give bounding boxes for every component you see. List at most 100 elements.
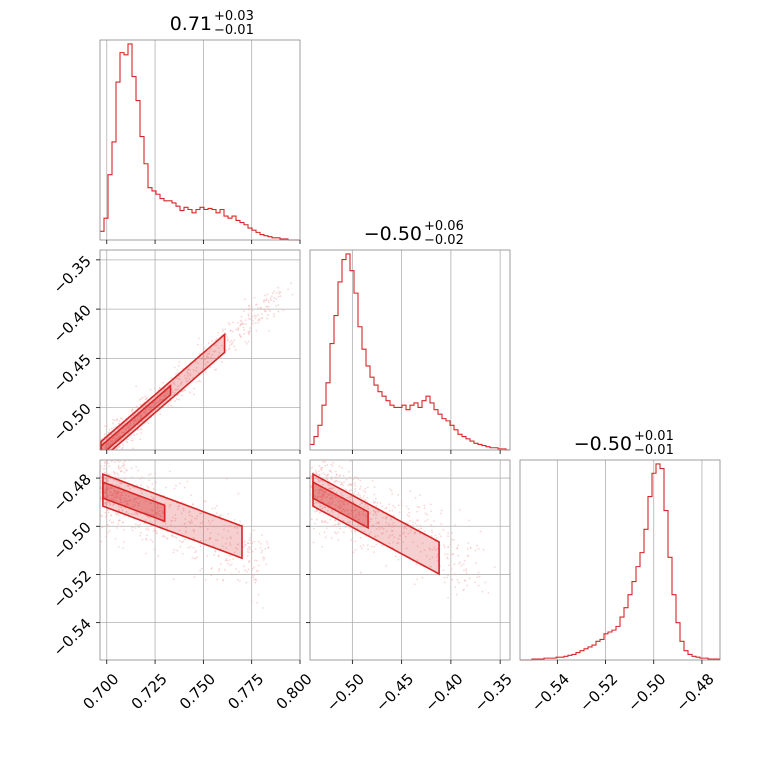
y-tick-label: −0.54 [50, 615, 95, 660]
sample-point [249, 533, 252, 536]
sample-point [109, 504, 112, 506]
sample-point [104, 490, 106, 493]
sample-point [369, 520, 371, 523]
sample-point [359, 485, 362, 488]
sample-point [96, 474, 98, 476]
sample-point [373, 493, 376, 496]
sample-point [204, 352, 207, 355]
sample-point [321, 488, 324, 491]
sample-point [114, 500, 116, 502]
sample-point [243, 540, 246, 543]
sample-point [201, 522, 204, 525]
sample-point [354, 540, 357, 543]
sample-point [266, 317, 269, 320]
sample-point [103, 435, 106, 438]
sample-point [393, 536, 396, 539]
sample-point [126, 425, 129, 427]
sample-point [275, 305, 278, 307]
sample-point [180, 525, 183, 527]
sample-point [423, 507, 426, 509]
sample-point [133, 498, 136, 501]
sample-point [344, 526, 347, 528]
sample-point [161, 398, 163, 401]
sample-point [135, 501, 138, 503]
sample-point [467, 542, 470, 545]
sample-point [385, 530, 388, 533]
sample-point [105, 514, 108, 517]
sample-point [174, 517, 177, 520]
sample-point [367, 507, 370, 510]
sample-point [117, 466, 120, 469]
sample-point [167, 405, 169, 408]
sample-point [144, 519, 147, 521]
sample-point [243, 298, 246, 301]
sample-point [341, 508, 344, 511]
sample-point [133, 419, 136, 422]
sample-point [100, 452, 102, 454]
sample-point [195, 517, 198, 520]
sample-point [198, 357, 201, 360]
sample-point [220, 344, 223, 347]
sample-point [98, 469, 100, 471]
sample-point [418, 494, 421, 497]
sample-point [116, 472, 119, 475]
sample-point [316, 497, 319, 499]
sample-point [131, 447, 134, 450]
sample-point [248, 548, 251, 551]
sample-point [270, 299, 273, 301]
sample-point [173, 548, 176, 551]
sample-point [104, 516, 107, 518]
sample-point [194, 360, 197, 363]
sample-point [315, 489, 317, 492]
sample-point [414, 531, 417, 534]
sample-point [229, 544, 232, 546]
sample-point [416, 545, 419, 548]
sample-point [446, 553, 449, 556]
sample-point [129, 425, 132, 428]
sample-point [97, 513, 99, 515]
sample-point [177, 385, 180, 388]
sample-point [398, 534, 401, 537]
sample-point [105, 496, 108, 499]
y-tick-label: −0.50 [50, 518, 95, 563]
sample-point [103, 452, 105, 454]
sample-point [385, 521, 388, 524]
sample-point [339, 450, 341, 452]
sample-point [341, 494, 344, 497]
sample-point [368, 512, 371, 515]
sample-point [253, 540, 256, 543]
sample-point [177, 377, 180, 380]
sample-point [362, 495, 365, 497]
sample-point [321, 446, 323, 448]
sample-point [234, 349, 237, 351]
sample-point [338, 465, 341, 468]
sample-point [331, 446, 333, 448]
sample-point [327, 484, 330, 487]
sample-point [330, 537, 333, 540]
sample-point [110, 521, 113, 524]
sample-point [121, 431, 123, 434]
sample-point [132, 500, 135, 503]
sample-point [425, 555, 428, 557]
sample-point [226, 336, 228, 339]
sample-point [94, 496, 96, 498]
sample-point [130, 439, 133, 442]
sample-point [349, 513, 352, 516]
sample-point [176, 398, 178, 400]
sample-point [371, 545, 373, 548]
sample-point [249, 536, 252, 539]
sample-point [340, 500, 343, 502]
sample-point [117, 464, 120, 467]
sample-point [112, 457, 114, 459]
sample-point [94, 440, 96, 442]
sample-point [151, 483, 154, 486]
sample-point [121, 447, 123, 450]
sample-point [233, 526, 236, 529]
sample-point [463, 579, 466, 582]
sample-point [125, 429, 128, 432]
sample-point [385, 565, 388, 567]
sample-point [264, 547, 267, 550]
sample-point [454, 524, 457, 527]
sample-point [195, 549, 197, 552]
sample-point [128, 487, 131, 490]
